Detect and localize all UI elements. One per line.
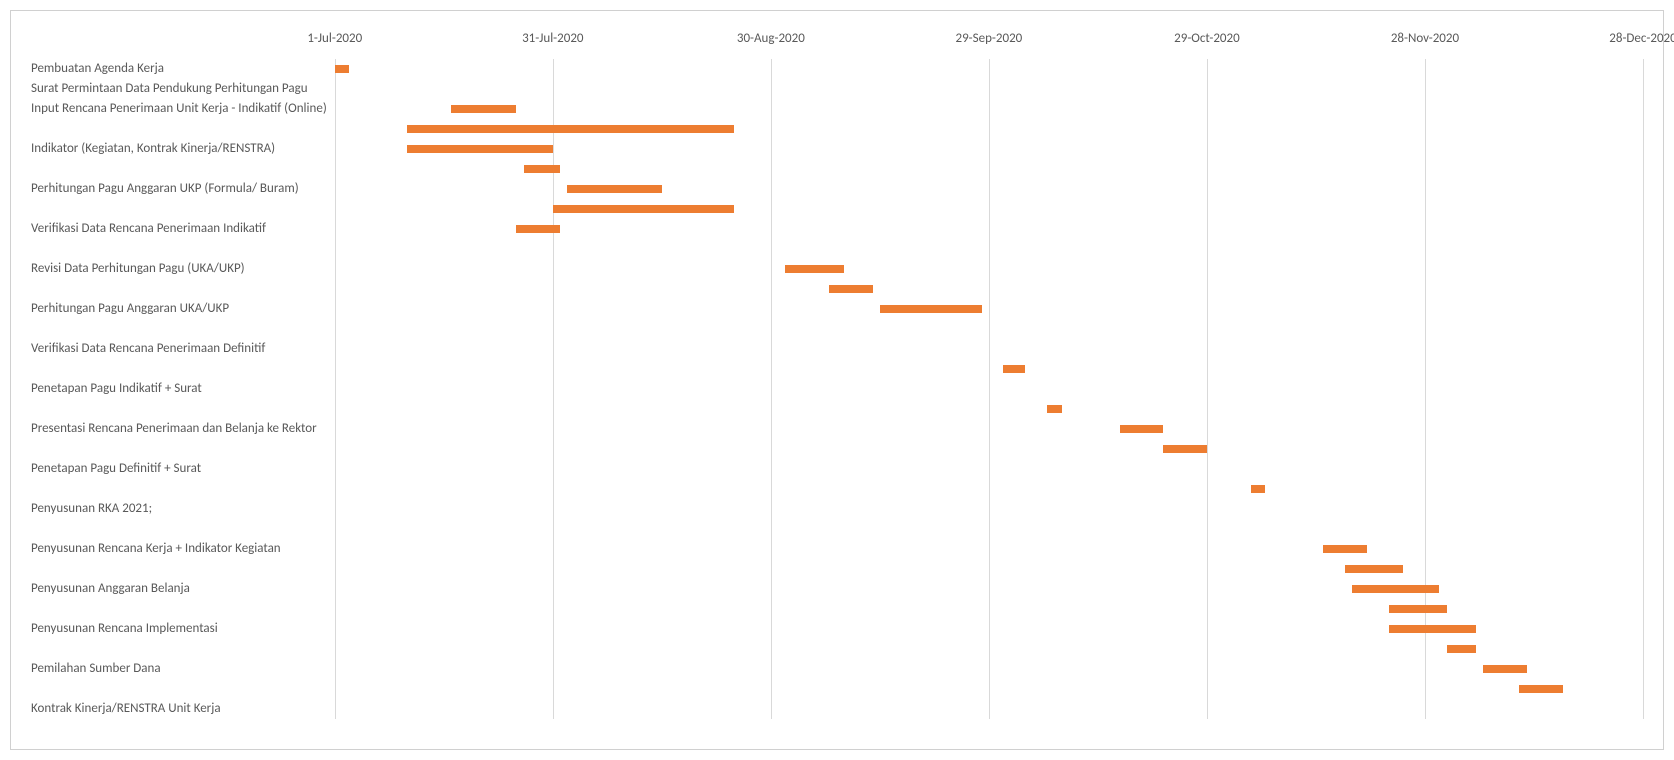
gantt-row [335,479,1643,499]
gantt-bar [1323,545,1367,553]
gantt-row [335,539,1643,559]
gantt-bar [1047,405,1062,413]
gantt-bar [1003,365,1025,373]
x-axis-tick-label: 28-Nov-2020 [1391,31,1459,46]
gantt-bar [1447,645,1476,653]
row-label: Penetapan Pagu Definitif + Surat [31,459,201,479]
gantt-bar [407,145,552,153]
row-label: Penyusunan Anggaran Belanja [31,579,190,599]
gantt-bar [451,105,516,113]
row-labels-column: Pembuatan Agenda KerjaSurat Permintaan D… [31,31,335,719]
row-label: Penyusunan Rencana Kerja + Indikator Keg… [31,539,281,559]
row-label: Pembuatan Agenda Kerja [31,59,164,79]
gantt-bar [1389,625,1476,633]
gantt-row [335,239,1643,259]
gantt-row [335,199,1643,219]
gantt-row [335,59,1643,79]
gantt-row [335,359,1643,379]
gantt-row [335,79,1643,99]
chart-body: Pembuatan Agenda KerjaSurat Permintaan D… [31,31,1643,719]
gantt-row [335,399,1643,419]
gantt-bar [1345,565,1403,573]
gridline [1643,59,1644,719]
gantt-bar [1352,585,1439,593]
row-label: Penetapan Pagu Indikatif + Surat [31,379,202,399]
gantt-bar [567,185,661,193]
gantt-row [335,299,1643,319]
row-label: Perhitungan Pagu Anggaran UKA/UKP [31,299,229,319]
gantt-row [335,159,1643,179]
gantt-row [335,679,1643,699]
row-label: Presentasi Rencana Penerimaan dan Belanj… [31,419,317,439]
row-label: Penyusunan Rencana Implementasi [31,619,218,639]
gantt-row [335,99,1643,119]
gantt-row [335,139,1643,159]
x-axis-tick-label: 30-Aug-2020 [737,31,805,46]
gantt-bar [524,165,560,173]
gantt-row [335,659,1643,679]
x-axis-tick-label: 29-Oct-2020 [1174,31,1240,46]
gantt-row [335,179,1643,199]
gantt-row [335,219,1643,239]
gantt-row [335,579,1643,599]
gantt-bar [1483,665,1527,673]
gantt-row [335,259,1643,279]
gantt-row [335,699,1643,719]
row-label: Penyusunan RKA 2021; [31,499,152,519]
row-label: Verifikasi Data Rencana Penerimaan Defin… [31,339,265,359]
gantt-bar [335,65,350,73]
gantt-bar [516,225,560,233]
gantt-bar [1251,485,1266,493]
gantt-row [335,279,1643,299]
row-label: Indikator (Kegiatan, Kontrak Kinerja/REN… [31,139,275,159]
gantt-bar [1389,605,1447,613]
gantt-row [335,439,1643,459]
x-axis-tick-label: 1-Jul-2020 [307,31,362,46]
gantt-row [335,619,1643,639]
gantt-bar [880,305,982,313]
gantt-bar [1120,425,1164,433]
gantt-row [335,119,1643,139]
row-label: Revisi Data Perhitungan Pagu (UKA/UKP) [31,259,245,279]
x-axis-tick-label: 31-Jul-2020 [522,31,583,46]
gantt-row [335,559,1643,579]
gantt-bar [1519,685,1563,693]
row-label: Perhitungan Pagu Anggaran UKP (Formula/ … [31,179,299,199]
gantt-bar [829,285,873,293]
row-label: Surat Permintaan Data Pendukung Perhitun… [31,79,308,99]
gantt-bar [407,125,734,133]
x-axis-tick-label: 28-Dec-2020 [1609,31,1674,46]
gantt-row [335,419,1643,439]
gantt-row [335,499,1643,519]
gantt-row [335,459,1643,479]
row-label: Input Rencana Penerimaan Unit Kerja - In… [31,99,327,119]
row-label: Pemilahan Sumber Dana [31,659,161,679]
gantt-row [335,599,1643,619]
x-axis-tick-label: 29-Sep-2020 [955,31,1022,46]
gantt-row [335,639,1643,659]
gantt-row [335,519,1643,539]
gantt-chart: Pembuatan Agenda KerjaSurat Permintaan D… [10,10,1664,750]
row-label: Kontrak Kinerja/RENSTRA Unit Kerja [31,699,221,719]
gantt-row [335,339,1643,359]
row-label: Verifikasi Data Rencana Penerimaan Indik… [31,219,266,239]
gantt-row [335,379,1643,399]
x-axis: 1-Jul-202031-Jul-202030-Aug-202029-Sep-2… [335,31,1643,59]
gantt-bar [553,205,735,213]
gantt-bar [785,265,843,273]
plot-area: 1-Jul-202031-Jul-202030-Aug-202029-Sep-2… [335,31,1643,719]
gantt-row [335,319,1643,339]
gantt-bar [1163,445,1207,453]
